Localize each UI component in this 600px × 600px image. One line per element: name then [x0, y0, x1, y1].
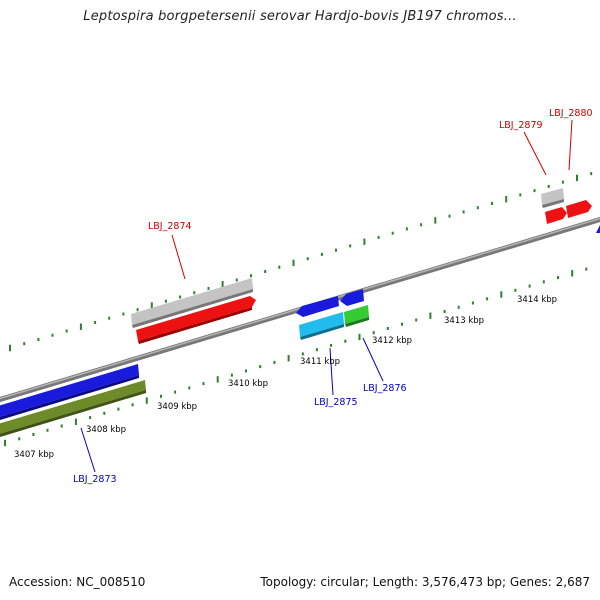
- gene-label-lbj2873[interactable]: LBJ_2873: [73, 474, 117, 485]
- feature-lbj2880[interactable]: [566, 200, 592, 218]
- feature-olive-left[interactable]: [0, 380, 146, 437]
- leader-lbj2874: [171, 234, 186, 280]
- scale-label: 3409 kbp: [157, 402, 197, 412]
- feature-lbj2876[interactable]: [344, 305, 369, 327]
- feature-lbj2876-top[interactable]: [340, 289, 364, 306]
- inner-tick-ring: [4, 267, 588, 447]
- feature-lbj2874[interactable]: [136, 296, 256, 344]
- topology-summary: Topology: circular; Length: 3,576,473 bp…: [260, 575, 590, 589]
- outer-tick-ring: [9, 172, 593, 352]
- leader-lbj2873: [80, 427, 96, 473]
- accession-text: Accession: NC_008510: [9, 575, 146, 589]
- scale-label: 3413 kbp: [444, 316, 484, 326]
- gene-label-lbj2874[interactable]: LBJ_2874: [148, 221, 192, 232]
- leader-lbj2879: [523, 131, 547, 176]
- feature-blue-left[interactable]: [0, 364, 139, 420]
- scale-label: 3410 kbp: [228, 379, 268, 389]
- scale-label: 3408 kbp: [86, 425, 126, 435]
- gene-label-lbj2880[interactable]: LBJ_2880: [549, 108, 593, 119]
- map-title: Leptospira borgpetersenii serovar Hardjo…: [83, 9, 517, 24]
- gene-label-lbj2879[interactable]: LBJ_2879: [499, 120, 543, 131]
- leader-lbj2880: [568, 119, 573, 171]
- leader-lbj2876: [362, 337, 384, 382]
- feature-lbj2875-top[interactable]: [296, 296, 339, 317]
- feature-grey-bar-lbj2874[interactable]: [131, 278, 253, 328]
- gene-label-lbj2875[interactable]: LBJ_2875: [314, 397, 358, 408]
- scale-label: 3414 kbp: [517, 295, 557, 305]
- scale-label: 3412 kbp: [372, 336, 412, 346]
- gene-label-lbj2876[interactable]: LBJ_2876: [363, 383, 407, 394]
- feature-lbj2879[interactable]: [545, 207, 567, 224]
- scale-label: 3411 kbp: [300, 357, 340, 367]
- leader-lbj2875: [329, 347, 334, 396]
- feature-right-edge: [596, 225, 600, 233]
- feature-grey-small[interactable]: [541, 188, 564, 208]
- feature-lbj2875[interactable]: [299, 312, 344, 340]
- scale-label: 3407 kbp: [14, 450, 54, 460]
